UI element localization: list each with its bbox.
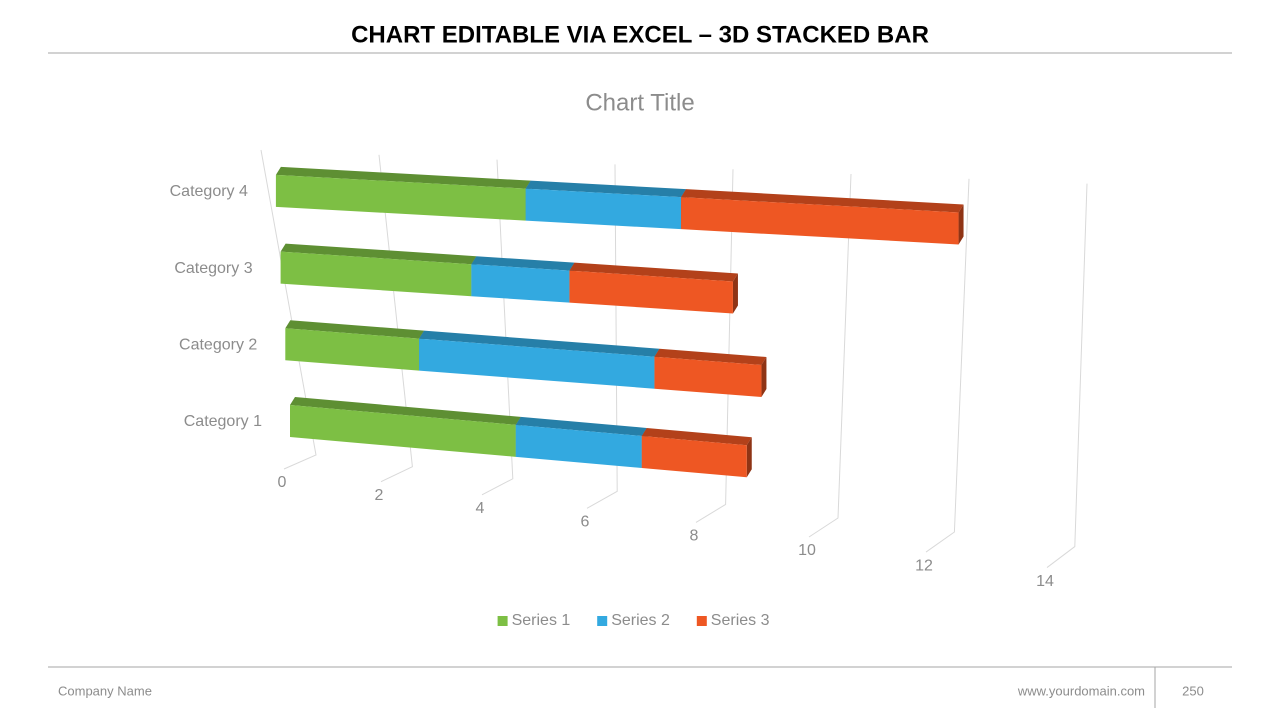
bar-front: [515, 424, 642, 468]
bar-front: [681, 197, 959, 245]
x-tick-label: 14: [1036, 573, 1054, 590]
bar-side: [746, 437, 752, 478]
bar-top: [654, 348, 767, 365]
bar-top: [471, 256, 575, 271]
x-tick-label: 8: [690, 528, 699, 545]
x-tick-label: 0: [278, 474, 287, 491]
bar-front: [280, 251, 472, 297]
bar-top: [275, 166, 531, 189]
bar-top: [290, 397, 521, 425]
bar-segment: [290, 397, 521, 457]
grid-line: [808, 173, 852, 538]
bar-front: [641, 435, 747, 478]
bar-front: [471, 264, 570, 303]
bar-top: [525, 180, 687, 198]
bar-top: [569, 262, 738, 282]
bar-front: [419, 338, 655, 389]
bar-segment: [275, 166, 531, 221]
bar-top: [285, 320, 425, 339]
bar-segment: [569, 262, 738, 314]
bar-side: [958, 204, 964, 245]
company-name: Company Name: [58, 683, 152, 698]
bar-top: [419, 330, 660, 357]
x-tick-label: 2: [375, 487, 384, 504]
bar-top: [681, 189, 964, 213]
x-tick-label: 12: [915, 557, 933, 574]
bar-segment: [641, 427, 752, 478]
chart-title: Chart Title: [585, 89, 694, 116]
bar-segment: [419, 330, 660, 389]
legend-swatch: [497, 616, 508, 626]
bar-front: [569, 270, 733, 314]
bar-side: [761, 356, 767, 397]
bar-segment: [515, 416, 647, 468]
bar-side: [732, 273, 738, 314]
bar-top: [515, 416, 647, 436]
website: www.yourdomain.com: [1017, 683, 1145, 698]
legend-label: Series 2: [611, 612, 670, 629]
y-tick-label: Category 1: [184, 413, 262, 430]
grid-line: [260, 149, 317, 470]
bar-front: [285, 328, 420, 371]
grid-line: [925, 178, 970, 553]
bar-top: [641, 427, 752, 446]
bar-segment: [471, 256, 575, 303]
bar-segment: [525, 180, 687, 230]
bar-top: [280, 243, 477, 265]
legend-swatch: [696, 616, 707, 626]
bar-segment: [654, 348, 767, 397]
x-tick-label: 6: [581, 514, 590, 531]
y-tick-label: Category 2: [179, 337, 257, 354]
legend-label: Series 1: [512, 612, 571, 629]
bar-front: [525, 188, 682, 230]
bar-front: [275, 174, 526, 221]
legend-swatch: [597, 616, 608, 626]
legend-label: Series 3: [711, 612, 770, 629]
bar-segment: [280, 243, 477, 297]
grid-line: [1046, 183, 1088, 568]
bar-front: [290, 405, 516, 457]
x-tick-label: 4: [476, 500, 485, 517]
slide-title: CHART EDITABLE VIA EXCEL – 3D STACKED BA…: [351, 21, 929, 48]
bar-segment: [681, 189, 964, 245]
y-tick-label: Category 4: [170, 183, 248, 200]
bar-front: [654, 356, 762, 397]
page-number: 250: [1182, 683, 1204, 698]
bar-segment: [285, 320, 425, 371]
y-tick-label: Category 3: [174, 260, 252, 277]
x-tick-label: 10: [798, 542, 816, 559]
